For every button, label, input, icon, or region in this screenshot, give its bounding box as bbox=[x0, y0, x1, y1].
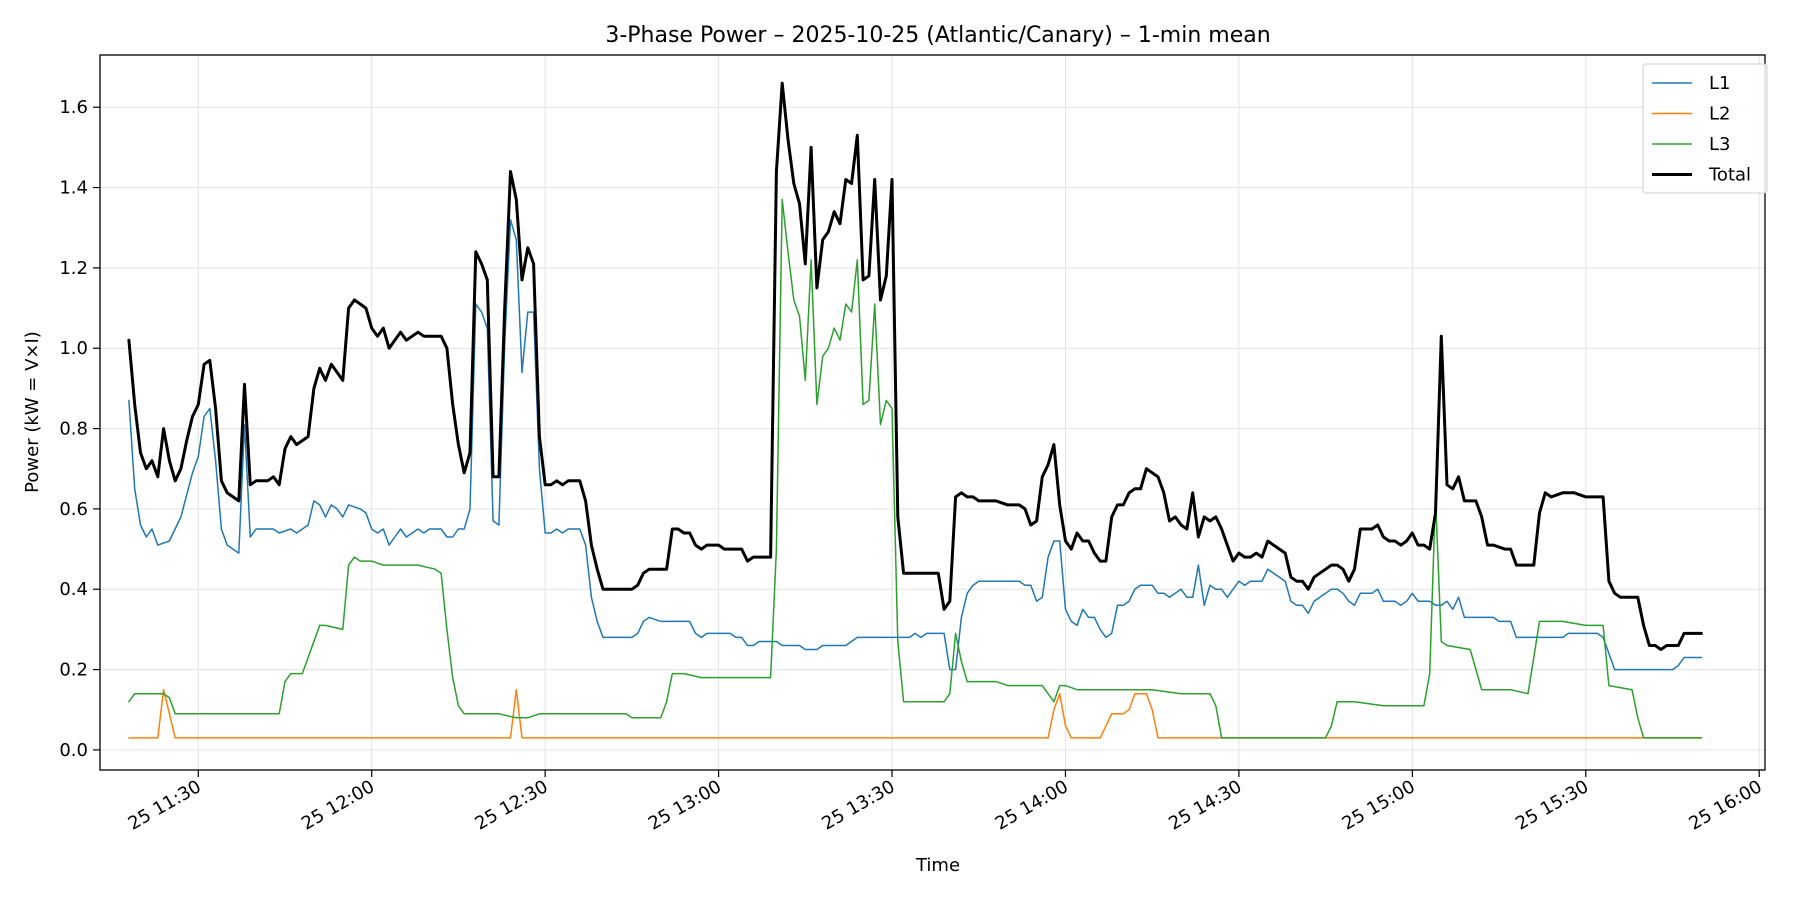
series-line-l1 bbox=[128, 218, 1703, 671]
y-tick-label: 1.6 bbox=[59, 97, 88, 118]
legend-box bbox=[1642, 63, 1768, 194]
y-tick-label: 1.0 bbox=[59, 338, 88, 359]
series-line-l2 bbox=[128, 688, 1703, 739]
y-axis-label: Power (kW = V×I) bbox=[22, 331, 43, 493]
y-tick-label: 0.6 bbox=[59, 499, 88, 520]
x-axis-label: Time bbox=[915, 855, 960, 876]
series-lines bbox=[127, 81, 1703, 739]
legend-label-l3: L3 bbox=[1709, 134, 1730, 155]
y-axis-ticks: 0.0 0.2 0.4 0.6 0.8 1.0 1.2 1.4 1.6 bbox=[59, 97, 100, 761]
y-tick-label: 0.2 bbox=[59, 660, 88, 681]
legend-label-l1: L1 bbox=[1709, 73, 1730, 94]
y-tick-label: 0.8 bbox=[59, 419, 88, 440]
y-tick-label: 1.2 bbox=[59, 258, 88, 279]
series-line-total bbox=[127, 81, 1703, 651]
y-tick-label: 1.4 bbox=[59, 178, 88, 199]
legend-label-total: Total bbox=[1708, 165, 1751, 186]
y-tick-label: 0.4 bbox=[59, 579, 88, 600]
chart-title: 3-Phase Power – 2025-10-25 (Atlantic/Can… bbox=[605, 23, 1270, 48]
legend: L1 L2 L3 Total bbox=[1642, 63, 1768, 194]
y-tick-label: 0.0 bbox=[59, 740, 88, 761]
plot-frame bbox=[99, 54, 1766, 771]
legend-label-l2: L2 bbox=[1709, 104, 1730, 125]
series-line-l3 bbox=[128, 198, 1703, 739]
